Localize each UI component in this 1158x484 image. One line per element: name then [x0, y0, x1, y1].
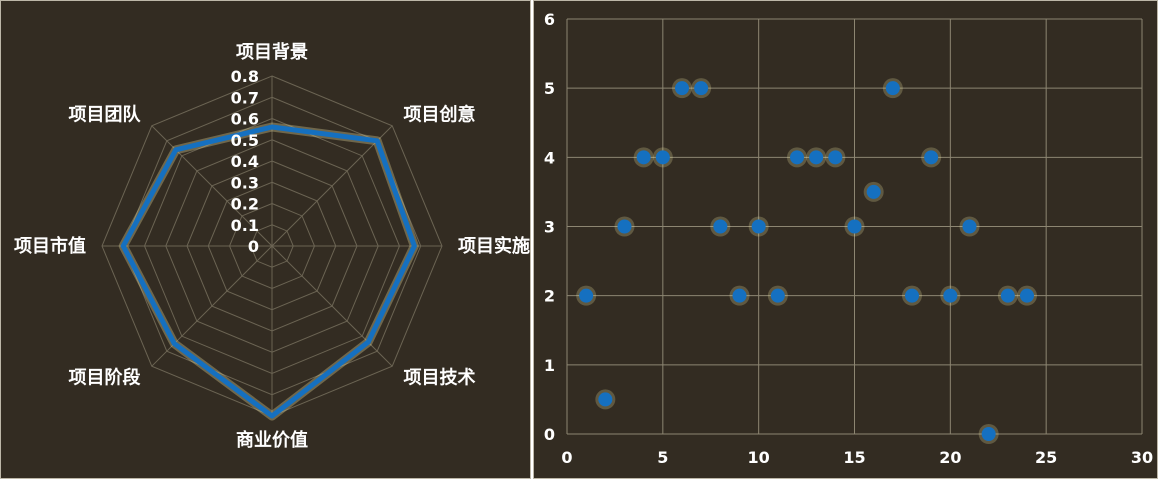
- scatter-y-tick-label: 6: [544, 10, 555, 29]
- scatter-y-tick-label: 2: [544, 287, 555, 306]
- scatter-point: [962, 219, 977, 234]
- radar-tick-label: 0.4: [231, 152, 259, 171]
- radar-tick-label: 0.5: [231, 131, 259, 150]
- radar-chart: 0 0.1 0.2 0.3 0.4 0.5 0.6 0.7 0.8 项目背景项目创意项目实施项目技…: [14, 41, 530, 451]
- scatter-point: [847, 219, 862, 234]
- scatter-point: [790, 150, 804, 165]
- radar-tick-label: 0.8: [231, 67, 259, 86]
- scatter-point: [617, 219, 632, 234]
- radar-tick-label: 0.2: [231, 195, 259, 214]
- scatter-y-tick-label: 0: [544, 425, 555, 444]
- radar-tick-label: 0.3: [231, 173, 259, 192]
- scatter-x-tick-label: 25: [1035, 448, 1057, 467]
- radar-chart-panel: 0 0.1 0.2 0.3 0.4 0.5 0.6 0.7 0.8 项目背景项目创意项目实施项目技…: [0, 0, 531, 479]
- scatter-x-tick-label: 5: [657, 448, 668, 467]
- radar-series-line: [120, 124, 417, 419]
- scatter-chart-panel: 0 1 2 3 4 5 6 0 5 10 15 20 25 30: [533, 0, 1158, 479]
- radar-axis-line: [151, 245, 273, 367]
- scatter-point: [579, 288, 594, 303]
- scatter-point: [655, 150, 670, 165]
- radar-tick-label: 0: [248, 237, 259, 256]
- radar-indicator-label: 项目实施: [458, 235, 530, 257]
- scatter-point: [885, 81, 900, 96]
- scatter-y-tick-label: 1: [544, 356, 555, 375]
- scatter-point: [1020, 288, 1034, 303]
- scatter-point: [694, 81, 709, 96]
- scatter-point: [866, 184, 881, 199]
- scatter-y-tick-label: 4: [544, 148, 555, 167]
- radar-axis-line: [151, 125, 273, 247]
- radar-tick-label: 0.7: [231, 88, 259, 107]
- scatter-point: [598, 392, 613, 407]
- radar-tick-label: 0.1: [231, 216, 259, 235]
- radar-indicator-label: 项目背景: [236, 41, 308, 63]
- scatter-point: [981, 427, 996, 441]
- radar-tick-label: 0.6: [231, 110, 259, 129]
- radar-indicator-label: 项目市值: [14, 235, 86, 257]
- radar-indicator-label: 项目创意: [404, 103, 476, 125]
- radar-axis-line: [271, 245, 393, 367]
- scatter-y-tick-label: 5: [544, 79, 555, 98]
- radar-indicator-label: 项目技术: [404, 367, 476, 389]
- scatter-y-tick-label: 3: [544, 218, 555, 237]
- scatter-chart: 0 1 2 3 4 5 6 0 5 10 15 20 25 30: [544, 10, 1153, 467]
- scatter-point: [1000, 288, 1015, 303]
- scatter-point: [675, 81, 689, 96]
- scatter-x-tick-label: 10: [748, 448, 770, 467]
- scatter-x-tick-label: 15: [843, 448, 865, 467]
- scatter-point: [636, 150, 651, 165]
- scatter-x-tick-label: 30: [1131, 448, 1153, 467]
- scatter-x-tick-label: 0: [561, 448, 572, 467]
- scatter-point: [905, 288, 919, 303]
- scatter-point: [809, 150, 824, 165]
- radar-axis-line: [271, 125, 393, 247]
- scatter-point: [751, 219, 766, 234]
- radar-indicator-label: 项目团队: [68, 103, 141, 125]
- scatter-point: [924, 150, 939, 165]
- radar-indicator-label: 项目阶段: [68, 367, 141, 389]
- scatter-point: [770, 288, 785, 303]
- scatter-x-tick-label: 20: [939, 448, 961, 467]
- scatter-point: [732, 288, 747, 303]
- scatter-point: [943, 288, 958, 303]
- radar-indicator-label: 商业价值: [236, 429, 308, 451]
- scatter-point: [828, 150, 843, 165]
- scatter-point: [713, 219, 728, 234]
